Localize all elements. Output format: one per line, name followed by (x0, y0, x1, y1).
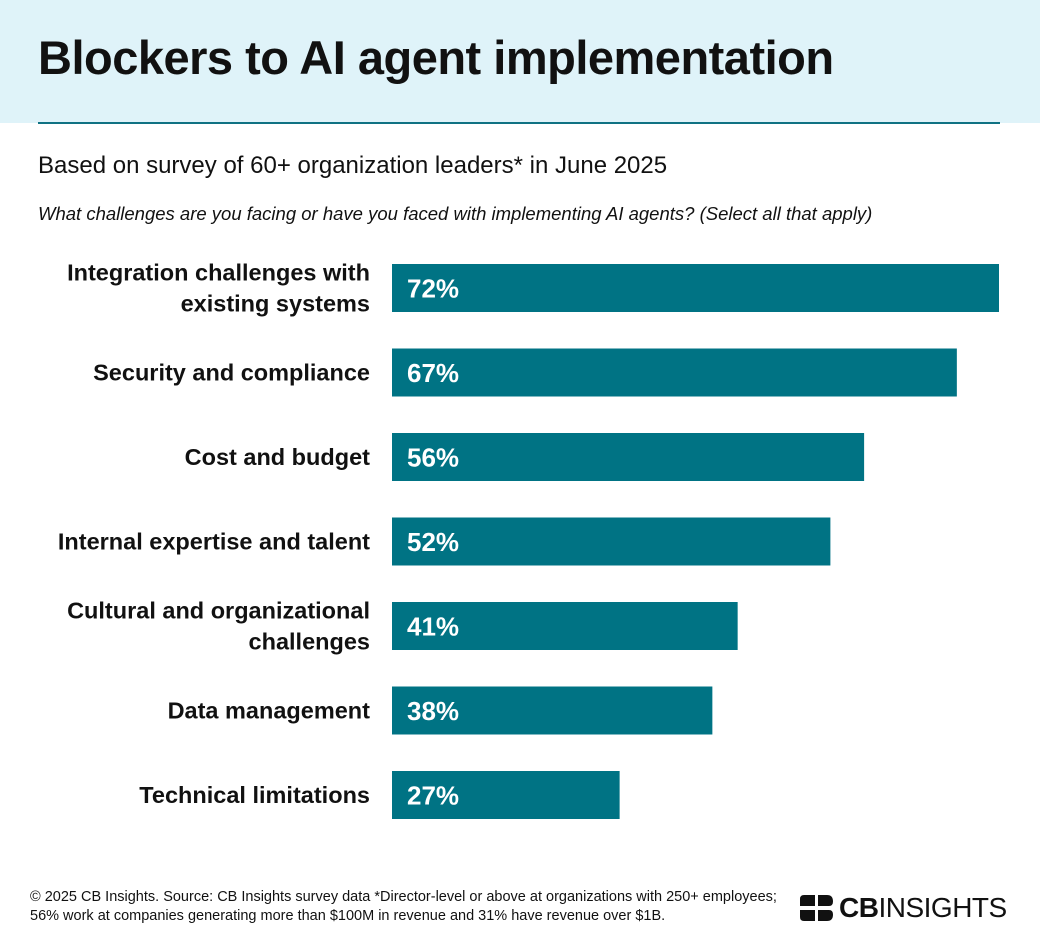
bar-value-label-2: 56% (407, 443, 459, 473)
bar-4 (392, 602, 738, 650)
category-label-0-line-0: Integration challenges with (67, 260, 370, 286)
logo-wordmark-bold: CB (839, 892, 879, 923)
bar-value-label-0: 72% (407, 274, 459, 304)
chart-subtitle: Based on survey of 60+ organization lead… (38, 152, 668, 179)
category-label-6: Technical limitations (139, 782, 370, 808)
category-label-0-line-1: existing systems (181, 291, 370, 317)
bar-value-label-1: 67% (407, 358, 459, 388)
bar-1 (392, 348, 957, 397)
chart-title: Blockers to AI agent implementation (38, 31, 834, 84)
bar-6 (392, 771, 620, 819)
header-band (0, 0, 1040, 123)
category-label-1: Security and compliance (93, 360, 370, 386)
bar-value-label-3: 52% (407, 527, 459, 557)
category-label-4-line-0: Cultural and organizational (67, 598, 370, 624)
title-divider (38, 122, 1000, 124)
bar-value-label-4: 41% (407, 612, 459, 642)
survey-question: What challenges are you facing or have y… (38, 203, 873, 224)
category-label-2: Cost and budget (185, 444, 371, 470)
category-label-3: Internal expertise and talent (58, 529, 370, 555)
bar-chart: 72% Integration challenges with existing s… (58, 260, 999, 819)
bar-0 (392, 264, 999, 312)
category-label-4-line-1: challenges (249, 629, 370, 655)
bar-3 (392, 517, 831, 566)
bar-2 (392, 433, 865, 481)
logo-wordmark-light: INSIGHTS (878, 892, 1007, 923)
cb-insights-wordmark: CBINSIGHTS (839, 892, 1007, 924)
bar-value-label-6: 27% (407, 781, 459, 811)
cb-insights-logo-icon (800, 895, 833, 921)
bar-value-label-5: 38% (407, 696, 459, 726)
category-label-5: Data management (168, 698, 371, 724)
bar-5 (392, 686, 713, 735)
source-note: © 2025 CB Insights. Source: CB Insights … (30, 889, 777, 924)
cb-insights-logo: CBINSIGHTS (800, 892, 1007, 924)
